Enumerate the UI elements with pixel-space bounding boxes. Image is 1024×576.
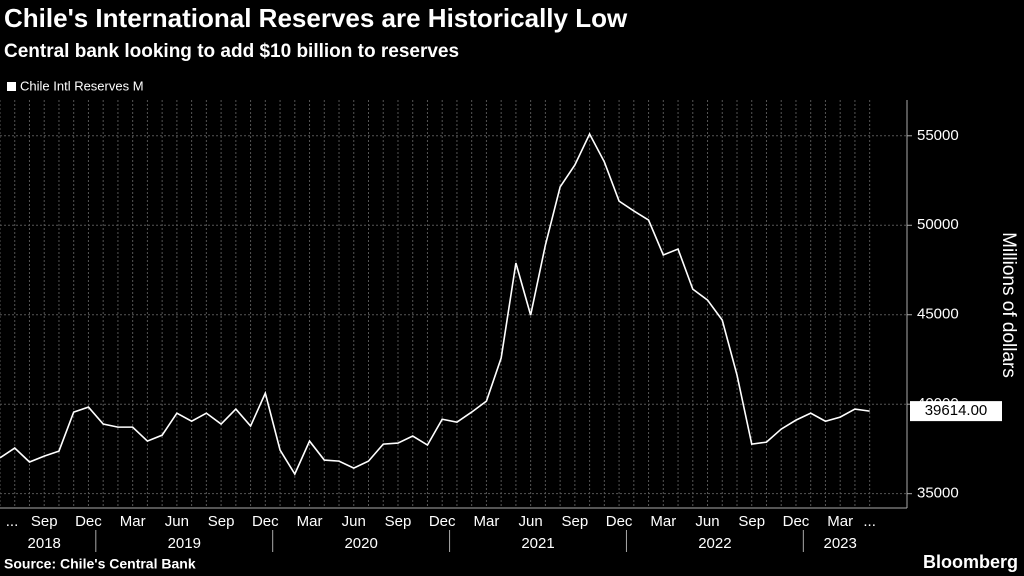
x-group-label: 2020 (344, 535, 377, 552)
last-value-box (910, 401, 1002, 422)
legend-swatch (7, 82, 16, 91)
y-tick-label: 55000 (917, 127, 959, 144)
x-tick-label: Sep (208, 513, 235, 530)
chart-subtitle: Central bank looking to add $10 billion … (4, 41, 459, 62)
x-tick-label: Mar (473, 513, 499, 530)
x-tick-label: ... (863, 513, 876, 530)
legend-label: Chile Intl Reserves M (20, 78, 144, 93)
y-tick-label: 45000 (917, 306, 959, 323)
last-value-label: 39614.00 (925, 402, 988, 419)
x-tick-label: Mar (120, 513, 146, 530)
x-group-label: 2021 (521, 535, 554, 552)
x-tick-label: ... (6, 513, 19, 530)
source: Source: Chile's Central Bank (4, 556, 196, 572)
x-tick-label: Sep (385, 513, 412, 530)
x-tick-label: Dec (429, 513, 456, 530)
x-tick-label: Sep (562, 513, 589, 530)
x-group-label: 2019 (168, 535, 201, 552)
y-tick-label: 50000 (917, 216, 959, 233)
x-tick-label: Dec (606, 513, 633, 530)
x-group-label: 2023 (823, 535, 856, 552)
x-tick-label: Sep (738, 513, 765, 530)
x-tick-label: Dec (75, 513, 102, 530)
x-tick-label: Jun (519, 513, 543, 530)
y-tick-label: 35000 (917, 485, 959, 502)
x-tick-label: Mar (297, 513, 323, 530)
x-tick-label: Mar (650, 513, 676, 530)
x-tick-label: Jun (695, 513, 719, 530)
brand: Bloomberg (923, 552, 1018, 572)
x-group-label: 2018 (28, 535, 61, 552)
y-axis-title: Millions of dollars (998, 232, 1019, 378)
x-tick-label: Jun (165, 513, 189, 530)
x-tick-label: Mar (827, 513, 853, 530)
line (0, 132, 870, 476)
x-tick-label: Sep (31, 513, 58, 530)
x-tick-label: Dec (252, 513, 279, 530)
x-tick-label: Dec (783, 513, 810, 530)
chart-title: Chile's International Reserves are Histo… (4, 3, 628, 33)
x-tick-label: Jun (342, 513, 366, 530)
x-group-label: 2022 (698, 535, 731, 552)
